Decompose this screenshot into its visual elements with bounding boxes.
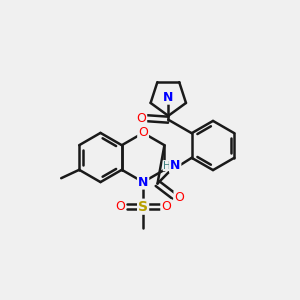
Text: O: O (136, 112, 146, 125)
Text: N: N (163, 91, 173, 104)
Text: N: N (170, 159, 180, 172)
Text: O: O (138, 126, 148, 140)
Text: O: O (115, 200, 125, 213)
Text: N: N (138, 176, 148, 189)
Text: O: O (175, 191, 184, 204)
Text: S: S (138, 200, 148, 214)
Text: O: O (161, 200, 171, 213)
Text: H: H (163, 160, 171, 171)
